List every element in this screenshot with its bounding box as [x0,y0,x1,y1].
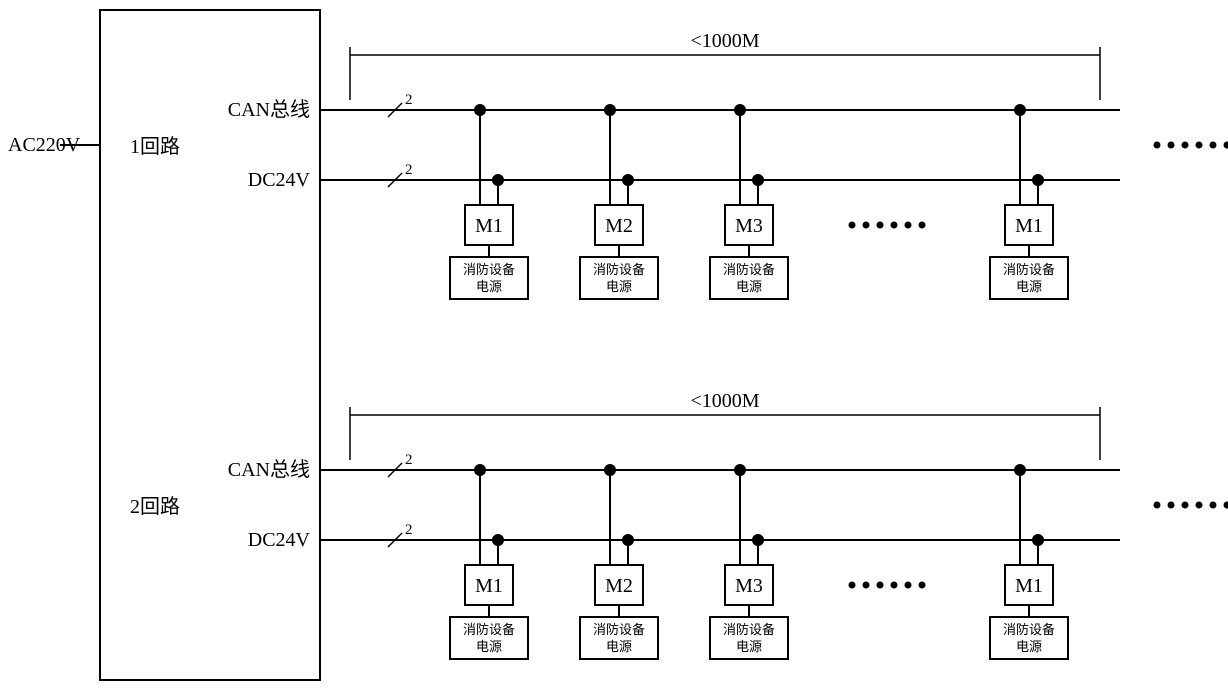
device-label: 电源 [476,639,502,654]
device-label: 消防设备 [1003,622,1055,637]
device-label: 电源 [476,279,502,294]
loop-title: 2回路 [130,495,180,518]
device-label: 消防设备 [723,622,775,637]
device-label: 消防设备 [723,262,775,277]
loop-title: 1回路 [130,135,180,158]
ac-input-label: AC220V [8,134,81,156]
device-label: 电源 [736,279,762,294]
bus-label: CAN总线 [228,458,310,481]
power-label: DC24V [248,529,311,551]
device-label: 电源 [606,639,632,654]
power-label: DC24V [248,169,311,191]
distance-label: <1000M [690,30,759,52]
ellipsis [849,222,926,229]
device-label: 电源 [1016,639,1042,654]
module-label: M3 [735,215,763,237]
device-label: 消防设备 [1003,262,1055,277]
wire-count: 2 [405,522,413,538]
module-label: M2 [605,215,633,237]
ellipsis [1154,502,1228,509]
wire-count: 2 [405,92,413,108]
ellipsis [1154,142,1228,149]
module-label: M1 [1015,215,1043,237]
module-label: M1 [475,575,503,597]
module-label: M2 [605,575,633,597]
ellipsis [849,582,926,589]
wire-count: 2 [405,162,413,178]
bus-label: CAN总线 [228,98,310,121]
device-label: 电源 [736,639,762,654]
device-label: 消防设备 [463,622,515,637]
device-label: 消防设备 [463,262,515,277]
device-label: 电源 [606,279,632,294]
wire-count: 2 [405,452,413,468]
distance-label: <1000M [690,390,759,412]
device-label: 消防设备 [593,622,645,637]
module-label: M1 [1015,575,1043,597]
module-label: M1 [475,215,503,237]
device-label: 电源 [1016,279,1042,294]
module-label: M3 [735,575,763,597]
device-label: 消防设备 [593,262,645,277]
